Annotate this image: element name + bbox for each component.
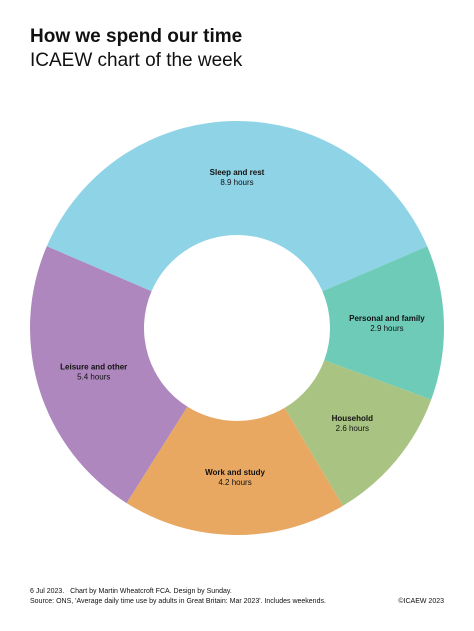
- value-label: 2.9 hours: [370, 324, 403, 333]
- copyright: ©ICAEW 2023: [398, 597, 444, 605]
- chart-subtitle: ICAEW chart of the week: [30, 50, 243, 71]
- value-label: 2.6 hours: [336, 424, 369, 433]
- donut-segment: [46, 120, 428, 292]
- segment-label: Household: [332, 414, 373, 423]
- donut-segment: [29, 246, 188, 504]
- segment-label: Personal and family: [349, 314, 425, 323]
- segment-label: Work and study: [205, 468, 265, 477]
- footnote: 6 Jul 2023. Chart by Martin Wheatcroft F…: [30, 588, 232, 595]
- value-label: 8.9 hours: [220, 178, 253, 187]
- chart-title: How we spend our time: [30, 26, 242, 47]
- segment-label: Sleep and rest: [210, 168, 265, 177]
- segment-label: Leisure and other: [60, 363, 127, 372]
- donut-segment: [284, 360, 432, 506]
- value-label: 5.4 hours: [77, 373, 110, 382]
- value-label: 4.2 hours: [218, 478, 251, 487]
- source: Source: ONS, 'Average daily time use by …: [30, 598, 326, 605]
- donut-segment: [126, 406, 343, 535]
- donut-segment: [322, 246, 445, 400]
